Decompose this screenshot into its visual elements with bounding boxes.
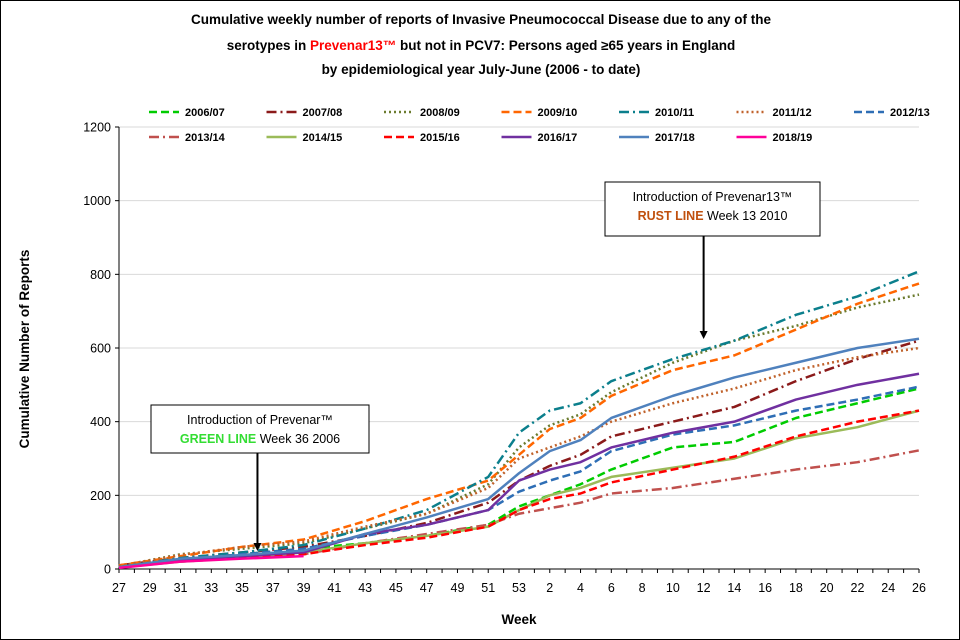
y-tick-label: 200 — [90, 489, 111, 503]
x-tick-label: 51 — [481, 581, 495, 595]
x-tick-label: 31 — [174, 581, 188, 595]
annotation-box: Introduction of Prevenar13™ RUST LINE Wee… — [604, 181, 821, 339]
y-tick-label: 800 — [90, 268, 111, 282]
x-tick-label: 45 — [389, 581, 403, 595]
x-tick-label: 10 — [666, 581, 680, 595]
annotation-highlight: RUST LINE — [638, 209, 704, 223]
annotation-frame — [604, 181, 821, 237]
x-tick-label: 27 — [112, 581, 126, 595]
x-tick-label: 12 — [697, 581, 711, 595]
annotation-box: Introduction of Prevenar™ GREEN LINE Week… — [150, 404, 370, 551]
x-tick-label: 16 — [758, 581, 772, 595]
annotations: Introduction of Prevenar™ GREEN LINE Week… — [150, 181, 821, 551]
x-tick-label: 49 — [451, 581, 465, 595]
x-tick-label: 35 — [235, 581, 249, 595]
x-tick-label: 53 — [512, 581, 526, 595]
annotation-line-2: RUST LINE Week 13 2010 — [638, 209, 788, 223]
annotation-highlight: GREEN LINE — [180, 432, 256, 446]
title-line-2-suffix: but not in PCV7: Persons aged ≥65 years … — [396, 38, 736, 53]
x-tick-label: 22 — [851, 581, 865, 595]
legend-label: 2012/13 — [890, 107, 930, 119]
series-line-2010-11 — [118, 270, 920, 569]
axes: 0 200 400 600 800 1000 1200 27 29 31 33 35 37 39 41 43 4… — [83, 121, 926, 596]
title-highlight-prevenar13: Prevenar13™ — [309, 38, 397, 53]
x-tick-label: 39 — [297, 581, 311, 595]
x-tick-label: 29 — [143, 581, 157, 595]
y-axis-title: Cumulative Number of Reports — [17, 250, 32, 449]
x-tick-label: 41 — [327, 581, 341, 595]
series-line-2008-09 — [118, 293, 920, 568]
x-tick-label: 43 — [358, 581, 372, 595]
annotation-arrow-head — [253, 543, 262, 551]
y-tick-label: 400 — [90, 415, 111, 429]
x-tick-label: 6 — [608, 581, 615, 595]
x-tick-label: 37 — [266, 581, 280, 595]
chart-title-line-1: Cumulative weekly number of reports of I… — [191, 12, 771, 27]
y-tick-label: 600 — [90, 342, 111, 356]
x-axis-title: Week — [501, 612, 537, 627]
legend-label: 2010/11 — [655, 107, 694, 119]
x-tick-label: 14 — [727, 581, 741, 595]
annotation-arrow-head — [699, 331, 708, 339]
chart-title-line-2: serotypes in Prevenar13™ but not in PCV7… — [61, 38, 901, 53]
legend-label: 2006/07 — [185, 107, 225, 119]
legend-label: 2008/09 — [420, 107, 460, 119]
x-tick-label: 4 — [577, 581, 584, 595]
chart-title-line-3: by epidemiological year July-June (2006 … — [321, 62, 641, 77]
y-tick-label: 1000 — [83, 194, 111, 208]
legend: 2006/07 2007/08 2008/09 2009/10 2010/11 2011/… — [149, 107, 930, 144]
series-line-2015-16 — [118, 409, 920, 569]
legend-label: 2017/18 — [655, 132, 695, 144]
annotation-line-1: Introduction of Prevenar13™ — [633, 190, 793, 204]
annotation-detail: Week 13 2010 — [704, 209, 788, 223]
legend-label: 2014/15 — [303, 132, 343, 144]
annotation-line-1: Introduction of Prevenar™ — [187, 413, 333, 427]
y-tick-label: 1200 — [83, 121, 111, 135]
x-tick-label: 24 — [881, 581, 895, 595]
title-line-2-prefix: serotypes in — [226, 38, 310, 53]
series-line-2006-07 — [118, 387, 920, 569]
series-line-2017-18 — [118, 337, 920, 569]
annotation-frame — [150, 404, 370, 454]
x-tick-label: 2 — [546, 581, 553, 595]
legend-label: 2015/16 — [420, 132, 460, 144]
legend-label: 2016/17 — [538, 132, 578, 144]
annotation-detail: Week 36 2006 — [256, 432, 340, 446]
legend-label: 2011/12 — [773, 107, 812, 119]
x-tick-label: 47 — [420, 581, 434, 595]
x-tick-label: 26 — [912, 581, 926, 595]
legend-label: 2018/19 — [773, 132, 813, 144]
series-line-2011-12 — [118, 346, 920, 568]
x-tick-label: 20 — [820, 581, 834, 595]
legend-label: 2009/10 — [538, 107, 578, 119]
legend-label: 2007/08 — [303, 107, 343, 119]
series-lines — [118, 270, 920, 570]
x-tick-label: 33 — [204, 581, 218, 595]
annotation-line-2: GREEN LINE Week 36 2006 — [180, 432, 340, 446]
series-line-2016-17 — [118, 372, 920, 570]
series-line-2012-13 — [118, 385, 920, 569]
x-tick-label: 8 — [639, 581, 646, 595]
y-tick-label: 0 — [104, 563, 111, 577]
x-tick-label: 18 — [789, 581, 803, 595]
legend-label: 2013/14 — [185, 132, 226, 144]
series-line-2018-19 — [118, 554, 304, 570]
